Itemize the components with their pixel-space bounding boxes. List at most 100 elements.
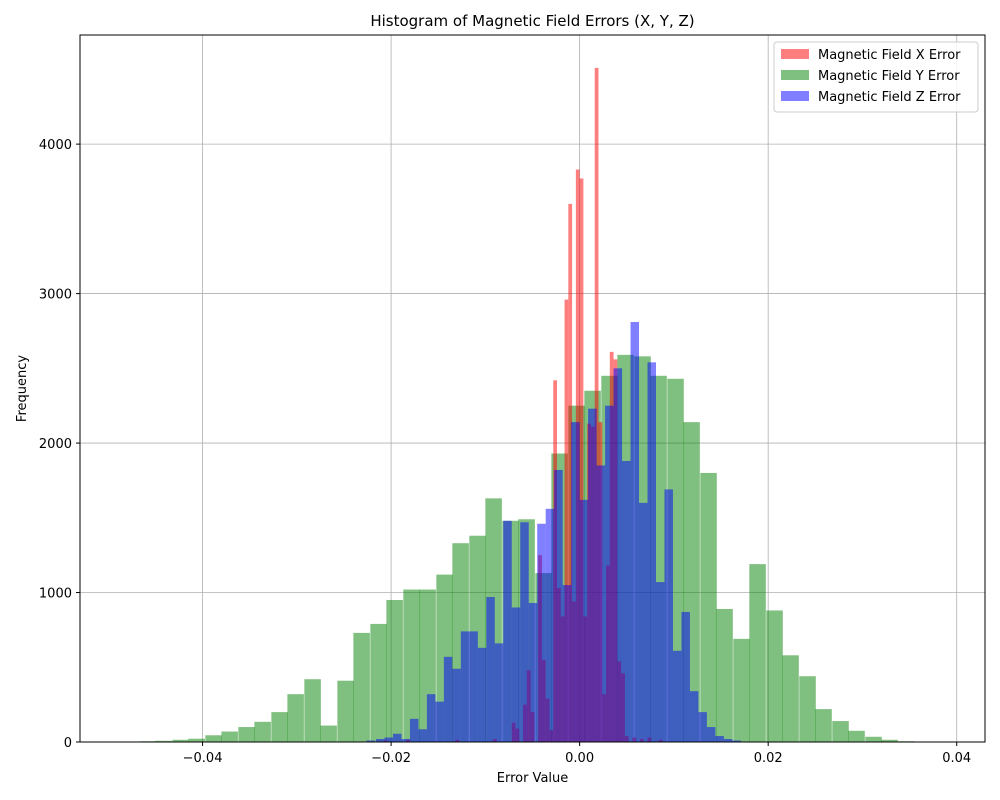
histogram-bar <box>353 632 370 742</box>
histogram-bar <box>613 368 623 742</box>
histogram-bar <box>579 499 589 742</box>
histogram-bar <box>698 712 707 742</box>
x-tick-label: −0.02 <box>371 751 411 766</box>
histogram-bar <box>639 502 648 742</box>
histogram-bar <box>337 680 354 742</box>
histogram-bar <box>655 582 665 742</box>
histogram-bar <box>766 610 783 742</box>
histogram-bar <box>386 600 403 742</box>
histogram-bar <box>579 178 584 742</box>
legend-swatch <box>781 49 809 59</box>
histogram-bar <box>881 739 898 742</box>
histogram-bar <box>815 709 832 742</box>
histogram-bar <box>376 739 385 742</box>
plot-frame <box>79 34 986 743</box>
histogram-bar <box>205 735 222 742</box>
histogram-bar <box>545 508 555 742</box>
histogram-bar <box>320 725 337 742</box>
histogram-bar <box>832 721 849 742</box>
series-magnetic-field-z-error <box>366 321 741 742</box>
histogram-bar <box>511 607 521 742</box>
histogram-bar <box>537 523 546 742</box>
histogram-bar <box>401 739 410 742</box>
x-tick-label: 0.04 <box>942 751 971 766</box>
histogram-bar <box>715 736 724 742</box>
x-axis-label: Error Value <box>497 771 569 786</box>
histogram-bar <box>155 740 172 742</box>
legend-swatch <box>781 91 809 101</box>
y-axis-ticks: 0 1000 2000 3000 4000 <box>39 138 80 751</box>
chart-title: Histogram of Magnetic Field Errors (X, Y… <box>370 12 694 30</box>
histogram-bar <box>271 712 288 742</box>
histogram-bar <box>596 465 606 742</box>
histogram-bar <box>435 701 444 742</box>
histogram-bar <box>647 362 656 742</box>
histogram-bar <box>588 408 597 742</box>
legend-label: Magnetic Field Z Error <box>818 90 961 105</box>
histogram-bar <box>469 631 478 742</box>
histogram-bar <box>418 729 427 742</box>
legend-label: Magnetic Field Y Error <box>818 69 960 84</box>
histogram-bar <box>254 721 271 742</box>
histogram-bar <box>865 736 882 742</box>
legend: Magnetic Field X Error Magnetic Field Y E… <box>773 41 979 113</box>
histogram-bar <box>706 727 716 742</box>
histogram-bar <box>384 737 393 742</box>
histogram-bar <box>848 730 865 742</box>
histogram-bar <box>605 405 614 742</box>
histogram-bar <box>630 321 640 742</box>
histogram-bar <box>799 676 816 742</box>
histogram-bar <box>716 608 733 742</box>
histogram-bar <box>172 739 189 742</box>
x-tick-label: −0.04 <box>183 751 223 766</box>
histogram-bar <box>409 718 419 742</box>
histogram-bar <box>221 731 238 742</box>
histogram-bar <box>664 489 673 742</box>
histogram-bar <box>594 67 599 742</box>
histogram-bar <box>571 422 580 742</box>
histogram-bar <box>486 597 495 742</box>
histogram-bar <box>370 623 387 742</box>
x-axis-ticks: −0.04 −0.02 0.00 0.02 0.04 <box>183 742 971 766</box>
histogram-bar <box>723 739 733 742</box>
histogram-bar <box>554 469 563 742</box>
histogram-bar <box>732 740 741 742</box>
histogram-bar <box>564 299 569 742</box>
y-tick-label: 0 <box>64 736 72 751</box>
histogram-bar <box>622 460 631 742</box>
histogram-bar <box>426 694 436 742</box>
legend-swatch <box>781 70 809 80</box>
histogram-bars <box>139 67 915 743</box>
legend-item-magnetic-field-x-error: Magnetic Field X Error <box>781 48 961 63</box>
histogram-bar <box>568 203 573 742</box>
histogram-bar <box>443 656 453 742</box>
histogram-bar <box>188 738 205 742</box>
x-tick-label: 0.02 <box>754 751 783 766</box>
histogram-bar <box>520 522 529 742</box>
histogram-bar <box>782 655 799 742</box>
histogram-bar <box>366 740 376 742</box>
histogram-bar <box>733 638 750 742</box>
histogram-bar <box>403 589 420 742</box>
legend-label: Magnetic Field X Error <box>818 48 961 63</box>
histogram-bar <box>460 631 470 742</box>
histogram-bar <box>238 727 255 742</box>
y-tick-label: 3000 <box>39 288 72 303</box>
y-tick-label: 2000 <box>39 437 72 452</box>
x-tick-label: 0.00 <box>565 751 594 766</box>
histogram-bar <box>749 564 766 742</box>
histogram-bar <box>503 520 512 742</box>
y-tick-label: 1000 <box>39 587 72 602</box>
histogram-bar <box>562 585 572 742</box>
legend-box <box>773 41 979 113</box>
histogram-bar <box>672 650 682 742</box>
histogram-bar <box>681 611 690 742</box>
histogram-bar <box>477 647 487 742</box>
histogram-bar <box>392 733 402 742</box>
legend-item-magnetic-field-z-error: Magnetic Field Z Error <box>781 90 961 105</box>
legend-item-magnetic-field-y-error: Magnetic Field Y Error <box>781 69 960 84</box>
histogram-bar <box>494 643 504 742</box>
y-tick-label: 4000 <box>39 138 72 153</box>
histogram-bar <box>304 679 321 742</box>
